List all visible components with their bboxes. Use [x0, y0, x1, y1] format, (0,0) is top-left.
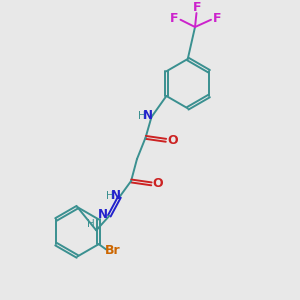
Text: H: H — [106, 191, 114, 201]
Text: N: N — [98, 208, 108, 221]
Text: N: N — [143, 110, 153, 122]
Text: F: F — [193, 1, 202, 14]
Text: N: N — [111, 189, 121, 202]
Text: H: H — [138, 111, 146, 121]
Text: O: O — [167, 134, 178, 147]
Text: H: H — [87, 219, 95, 229]
Text: F: F — [213, 12, 222, 25]
Text: F: F — [170, 12, 178, 25]
Text: O: O — [152, 177, 163, 190]
Text: Br: Br — [105, 244, 120, 257]
